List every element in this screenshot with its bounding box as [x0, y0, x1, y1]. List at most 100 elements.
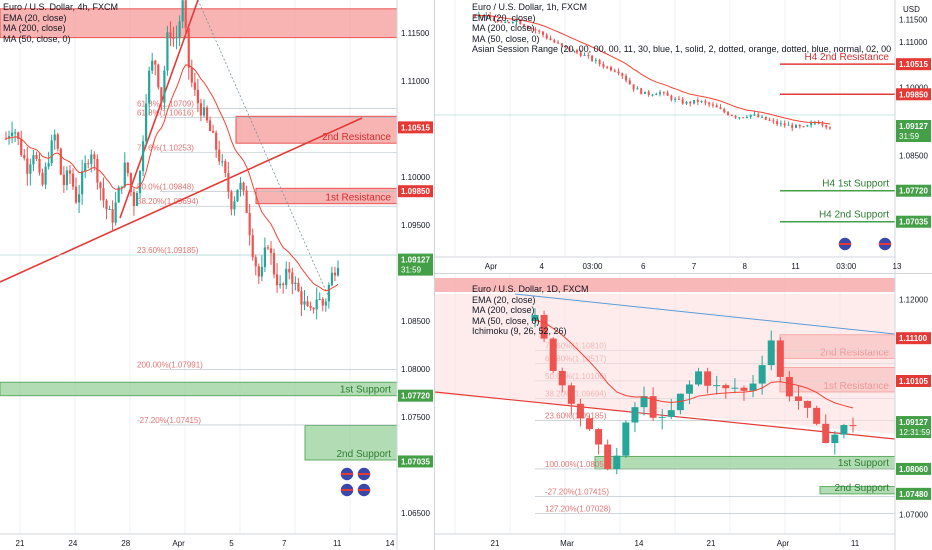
left-candle: [330, 272, 334, 285]
tr-candle: [738, 117, 741, 119]
left-candle: [138, 171, 142, 193]
top-right-chart-legend: Euro / U.S. Dollar, 1h, FXCM EMA (20, cl…: [472, 2, 892, 55]
panel-separator-vertical[interactable]: [434, 0, 435, 550]
tr-candle: [587, 54, 590, 56]
tr-x-tick-label: 03:00: [836, 262, 857, 271]
br-x-tick-label: 21: [707, 539, 716, 548]
tr-candle: [817, 122, 820, 124]
left-chart-legend: Euro / U.S. Dollar, 4h, FXCM EMA (20, cl…: [3, 2, 118, 44]
left-candle: [93, 154, 96, 159]
left-fib-label: 38.20%(1.09694): [137, 197, 199, 206]
tr-candle: [670, 95, 673, 100]
left-candle: [126, 162, 129, 174]
economic-event-flag-stripe-icon: [839, 243, 851, 245]
top-right-chart-svg[interactable]: H4 2nd Resistance H4 1st Support H4 2nd Su…: [435, 0, 932, 273]
left-candle: [199, 103, 203, 116]
br-price-badge-label: 1.09127: [899, 418, 928, 427]
tr-candle: [628, 80, 631, 85]
tr-candle: [481, 15, 484, 18]
tr-y-tick-label: 1.08500: [899, 151, 928, 160]
left-candle: [35, 155, 38, 159]
tr-legend-ema: EMA (20, close): [472, 12, 536, 23]
economic-event-flag-stripe-icon: [341, 489, 353, 491]
tr-candle: [474, 15, 476, 17]
tr-price-badge-label: 1.10515: [899, 60, 928, 69]
tr-candle: [504, 22, 507, 24]
left-candle: [65, 170, 69, 185]
tr-candle: [572, 50, 575, 52]
tr-candle: [526, 26, 529, 29]
panel-separator-horizontal[interactable]: [435, 273, 932, 274]
tr-legend-ma50: MA (50, close, 0): [472, 33, 540, 44]
left-candle: [71, 173, 75, 187]
tr-candle: [689, 101, 692, 104]
left-candle: [196, 89, 199, 104]
left-candle: [123, 162, 126, 187]
tr-candle: [791, 124, 794, 128]
left-candle: [297, 282, 300, 292]
br-candle: [776, 340, 784, 377]
left-chart-svg[interactable]: 2nd Resistance 1st Resistance 1st Support 2…: [0, 0, 434, 550]
tr-candle: [723, 108, 726, 113]
left-chart-panel[interactable]: 2nd Resistance 1st Resistance 1st Support 2…: [0, 0, 434, 550]
tr-candle: [609, 66, 612, 71]
br-price-axis: [895, 274, 932, 550]
left-candle: [279, 283, 282, 286]
left-legend-ma50: MA (50, close, 0): [3, 33, 71, 44]
left-candle: [272, 253, 276, 275]
tr-candle: [704, 101, 707, 103]
left-candle: [333, 272, 337, 276]
left-candle: [242, 182, 245, 191]
left-candle: [78, 194, 81, 203]
br-candle: [531, 314, 539, 321]
economic-event-flag-stripe-icon: [341, 473, 353, 475]
br-candle: [576, 403, 584, 419]
br-x-tick-label: 11: [851, 539, 860, 548]
left-candle: [74, 186, 78, 203]
left-candle: [300, 291, 303, 305]
tr-candle: [802, 126, 805, 128]
br-candle: [567, 385, 575, 404]
tr-x-tick-label: 6: [641, 262, 646, 271]
left-price-badge: [398, 121, 433, 134]
top-right-chart-panel[interactable]: H4 2nd Resistance H4 1st Support H4 2nd Su…: [435, 0, 932, 273]
br-price-badge-label: 1.07480: [899, 490, 928, 499]
tr-candle: [489, 14, 492, 19]
left-countdown-label: 31:59: [401, 266, 422, 275]
left-candle: [38, 158, 41, 173]
left-x-tick-label: 11: [333, 539, 342, 548]
left-legend-ema: EMA (20, close): [3, 12, 67, 23]
left-candle: [53, 134, 56, 141]
tr-candle: [776, 121, 779, 125]
br-candle: [822, 423, 830, 444]
left-candle: [221, 161, 224, 163]
tr-x-tick-label: 03:00: [582, 262, 603, 271]
left-candle: [32, 155, 35, 165]
left-candle: [129, 173, 132, 192]
economic-event-flag-stripe-icon: [358, 489, 370, 491]
tr-candle: [742, 117, 745, 119]
br-y-tick-label: 1.07000: [899, 511, 928, 520]
left-price-badge-label: 1.09127: [401, 256, 430, 265]
tr-candle: [677, 98, 680, 100]
br-candle: [758, 365, 766, 384]
br-candle: [704, 371, 712, 386]
tr-candle: [708, 102, 711, 105]
left-price-badge: [398, 185, 433, 198]
tr-candle: [768, 119, 771, 121]
br-chart-symbol-title: Euro / U.S. Dollar, 1D, FXCM: [472, 284, 589, 294]
economic-event-flag-stripe-icon: [879, 243, 891, 245]
left-candle: [227, 173, 230, 192]
br-countdown-label: 12:31:59: [899, 428, 931, 437]
br-legend-ma50: MA (50, close, 0): [472, 315, 540, 326]
left-candle: [275, 274, 279, 286]
br-fib-label: 23.60%(1.09185): [545, 412, 607, 421]
tr-price-badge-label: 1.07035: [899, 218, 928, 227]
tr-candle: [651, 94, 654, 96]
tr-price-badge: [896, 120, 931, 143]
left-candle: [111, 209, 114, 223]
tr-candle: [568, 47, 571, 51]
tr-candle: [700, 101, 703, 103]
